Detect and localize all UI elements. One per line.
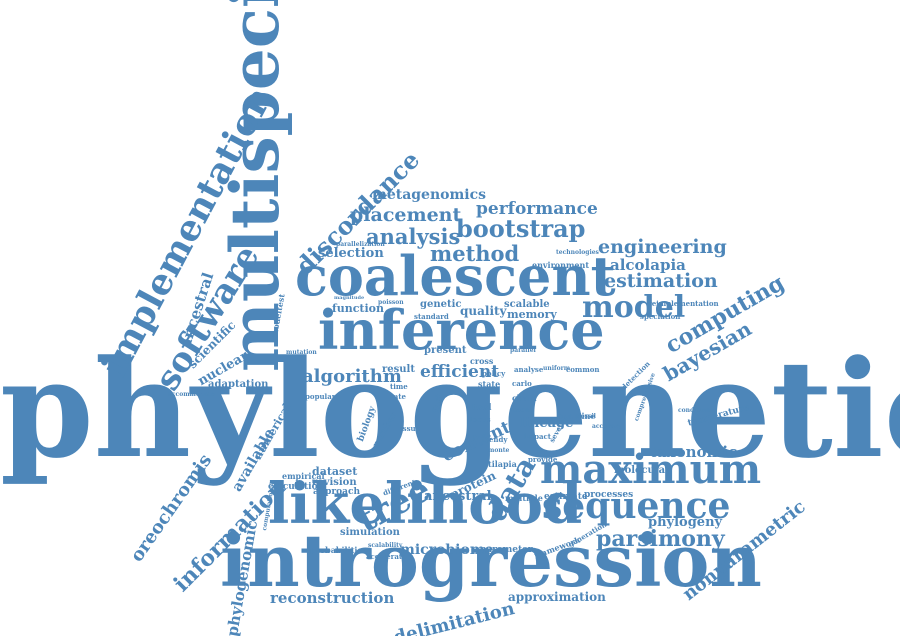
word-alcolapia: alcolapia (610, 256, 686, 274)
word-memory: memory (507, 308, 557, 321)
word-mutation: mutation (286, 349, 317, 356)
word-speciation: speciation (640, 312, 681, 321)
word-method: method (430, 241, 520, 266)
word-phylogeny: phylogeny (648, 515, 723, 530)
word-standard: standard (414, 312, 449, 321)
word-taxonomic: taxonomic (650, 443, 738, 461)
word-fossil: fossil (578, 413, 596, 420)
word-parsimony: parsimony (596, 526, 725, 552)
word-monte: monte (488, 447, 510, 454)
word-common: common (566, 365, 600, 374)
word-environment: environment (532, 260, 590, 270)
word-multiple: multiple (505, 493, 543, 503)
word-parameter: parameter (480, 545, 533, 555)
word-analysis: analysis (366, 224, 461, 249)
word-trendy: trendy (482, 435, 508, 444)
word-delimitation: delimitation (391, 598, 517, 636)
word-bootstrap: bootstrap (456, 214, 586, 243)
word-engineering: engineering (598, 236, 727, 258)
word-simulation: simulation (340, 527, 400, 538)
word-magnitude: magnitude (334, 295, 365, 301)
word-condition: condition (678, 407, 710, 414)
word-recent: recent (510, 407, 532, 414)
word-chain: chain (512, 393, 537, 403)
word-accuracy: accuracy (592, 423, 622, 430)
word-scalable: scalable (504, 299, 550, 310)
word-analyse: analyse (514, 365, 544, 374)
word-cross: cross (470, 356, 494, 366)
word-result: result (382, 364, 415, 375)
word-revision: revision (312, 477, 357, 488)
word-accommodate: accommodate (168, 391, 215, 398)
word-approach: approach (313, 487, 361, 497)
word-tilapia: tilapia (488, 459, 517, 469)
word-rate: rate (390, 392, 406, 401)
word-carlo: carlo (512, 379, 532, 388)
word-poisson: poisson (378, 299, 404, 306)
word-genetic: genetic (420, 299, 462, 310)
word-model: model (582, 290, 686, 325)
word-sequence: sequence (542, 485, 731, 527)
word-reconstruction: reconstruction (270, 589, 395, 607)
word-ancestral: ancestral (424, 489, 492, 504)
word-metagenomics: metagenomics (372, 187, 487, 203)
word-present: present (424, 345, 467, 356)
word-approximation: approximation (508, 590, 606, 604)
word-performance: performance (476, 199, 598, 219)
word-function: function (332, 302, 385, 315)
word-locus: locus (470, 415, 491, 424)
word-state: state (478, 379, 501, 389)
word-issue: issue (400, 424, 421, 433)
word-probabilities: probabilities (310, 545, 367, 555)
word-placement: placement (350, 204, 462, 226)
word-time: time (390, 382, 408, 391)
word-processes: processes (584, 490, 634, 500)
word-likelihood: likelihood (268, 471, 583, 537)
word-algorithm: algorithm (302, 366, 402, 387)
word-adaptation: adaptation (208, 379, 269, 390)
word-inference: inference (318, 298, 605, 362)
word-uniform: uniform (543, 365, 571, 372)
word-dataset: dataset (312, 465, 358, 478)
word-impact: impact (524, 432, 551, 441)
word-accelerate: accelerate (366, 552, 407, 561)
word-phylogenetic: phylogenetic (0, 330, 900, 488)
word-parallel: parallel (510, 347, 536, 354)
word-maximum: maximum (540, 446, 762, 493)
word-tool: tool (472, 403, 492, 413)
word-quality: quality (460, 304, 507, 318)
word-provide: provide (528, 455, 558, 464)
word-estimation: estimation (604, 270, 718, 292)
word-efficient: efficient (420, 362, 500, 382)
word-calculation: calculation (268, 482, 325, 492)
word-estimate: estimate (544, 492, 588, 502)
word-parallelization: parallelization (336, 241, 385, 248)
word-scalability: scalability (368, 542, 403, 549)
word-reimplementation: reimplementation (648, 299, 719, 308)
word-examine: examine (558, 411, 596, 421)
word-coalescent: coalescent (295, 244, 616, 308)
word-selection: selection (318, 246, 384, 261)
word-empirical: empirical (282, 471, 325, 481)
word-molecular: molecular (614, 465, 671, 476)
word-microbiome: microbiome (400, 542, 494, 558)
word-technologies: technologies (556, 249, 599, 256)
word-lineage: lineage (520, 416, 574, 431)
word-introgression: introgression (220, 518, 762, 603)
word-popular: popular (305, 392, 336, 401)
word-policy: policy (482, 369, 506, 378)
